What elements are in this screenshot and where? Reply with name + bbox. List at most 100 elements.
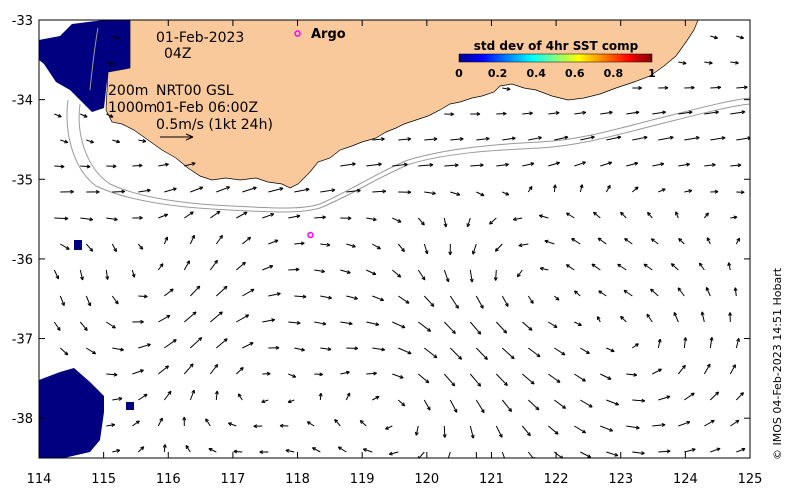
current-vector bbox=[215, 390, 218, 401]
x-tick-label: 115 bbox=[91, 472, 116, 487]
current-vector-head bbox=[683, 61, 687, 64]
current-vector bbox=[502, 87, 511, 90]
current-vector-head bbox=[691, 85, 695, 89]
colorbar-tick-label: 0.4 bbox=[526, 67, 546, 80]
current-vector-head bbox=[428, 327, 431, 332]
current-vector bbox=[236, 314, 249, 323]
current-vector-head bbox=[472, 434, 475, 439]
current-vector bbox=[626, 373, 637, 376]
current-vector-head bbox=[590, 135, 595, 138]
current-vector bbox=[657, 338, 661, 349]
current-vector-head bbox=[700, 311, 703, 316]
current-vector bbox=[235, 261, 246, 271]
current-vector bbox=[476, 137, 490, 141]
current-vector bbox=[242, 186, 257, 193]
current-vector-head bbox=[530, 326, 533, 331]
current-vector bbox=[423, 243, 428, 255]
current-vector bbox=[632, 451, 645, 454]
current-vector-head bbox=[456, 192, 461, 196]
y-tick-label: -37 bbox=[12, 333, 33, 348]
current-vector bbox=[678, 421, 691, 427]
current-vector-head bbox=[429, 163, 434, 166]
current-vector bbox=[294, 347, 305, 351]
current-vector-head bbox=[510, 407, 513, 412]
current-vector bbox=[112, 449, 120, 453]
current-vector-head bbox=[617, 135, 621, 138]
current-vector-head bbox=[591, 263, 595, 268]
colorbar-tick-label: 0.2 bbox=[488, 67, 508, 80]
current-vector bbox=[184, 162, 196, 167]
current-vector bbox=[320, 295, 332, 299]
current-vector bbox=[79, 321, 88, 331]
current-vector bbox=[111, 295, 119, 305]
current-vector-head bbox=[450, 112, 454, 115]
current-vector-head bbox=[532, 380, 535, 385]
current-vector bbox=[495, 373, 508, 386]
current-vector bbox=[137, 446, 145, 453]
current-vector bbox=[79, 269, 84, 281]
current-vector-head bbox=[82, 276, 84, 281]
current-vector bbox=[501, 399, 512, 412]
current-vector bbox=[215, 338, 228, 349]
current-vector-head bbox=[528, 186, 533, 189]
current-vector bbox=[189, 337, 203, 349]
current-vector bbox=[346, 243, 356, 248]
current-vector-head bbox=[617, 264, 620, 268]
current-vector bbox=[183, 363, 194, 375]
y-tick-label: -34 bbox=[12, 94, 33, 109]
current-vector-head bbox=[638, 86, 642, 89]
current-vector bbox=[138, 139, 146, 142]
x-tick-label: 119 bbox=[350, 472, 375, 487]
current-vector-head bbox=[643, 135, 648, 138]
current-vector bbox=[566, 212, 575, 219]
current-vector-head bbox=[373, 371, 377, 374]
current-vector-head bbox=[233, 450, 238, 454]
current-vector bbox=[544, 240, 555, 245]
current-vector bbox=[735, 392, 744, 401]
current-vector-head bbox=[657, 338, 661, 343]
current-vector bbox=[469, 373, 481, 387]
current-vector-head bbox=[677, 287, 680, 292]
current-vector-head bbox=[375, 322, 380, 326]
current-vector-head bbox=[398, 273, 402, 278]
current-vector-head bbox=[556, 430, 559, 435]
current-vector-head bbox=[695, 135, 700, 138]
current-vector bbox=[138, 393, 148, 401]
current-vector-head bbox=[296, 214, 301, 217]
current-vector-head bbox=[476, 111, 481, 115]
current-vector bbox=[600, 373, 612, 380]
current-vector-head bbox=[489, 222, 494, 225]
current-vector-head bbox=[517, 274, 521, 278]
current-vector bbox=[268, 187, 284, 193]
current-vector-head bbox=[434, 354, 438, 358]
current-vector-head bbox=[740, 392, 744, 395]
current-vector bbox=[59, 295, 65, 306]
current-vector bbox=[85, 295, 91, 307]
current-vector-head bbox=[641, 451, 645, 454]
current-vector bbox=[502, 191, 510, 196]
current-vector bbox=[59, 347, 69, 356]
current-vector bbox=[86, 347, 96, 355]
current-vector bbox=[450, 191, 461, 196]
current-vector bbox=[163, 288, 174, 297]
current-vector-head bbox=[537, 406, 540, 411]
x-tick-label: 118 bbox=[285, 472, 310, 487]
current-vector bbox=[397, 243, 405, 252]
current-vector bbox=[60, 243, 70, 250]
current-vector bbox=[624, 238, 633, 245]
current-vector-head bbox=[84, 114, 88, 118]
current-vector-head bbox=[133, 273, 136, 278]
current-vector-head bbox=[208, 448, 212, 452]
current-vector bbox=[163, 236, 168, 245]
colorbar bbox=[458, 53, 653, 63]
date-label: 01-Feb-2023 bbox=[156, 30, 244, 46]
current-vector-head bbox=[271, 318, 275, 321]
current-vector-head bbox=[351, 162, 356, 165]
current-vector-head bbox=[507, 86, 511, 90]
current-vector bbox=[678, 163, 690, 167]
current-vector bbox=[372, 295, 384, 301]
current-vector bbox=[522, 112, 533, 115]
current-vector-head bbox=[747, 136, 750, 139]
current-vector-head bbox=[512, 355, 515, 359]
current-vector bbox=[346, 189, 361, 193]
